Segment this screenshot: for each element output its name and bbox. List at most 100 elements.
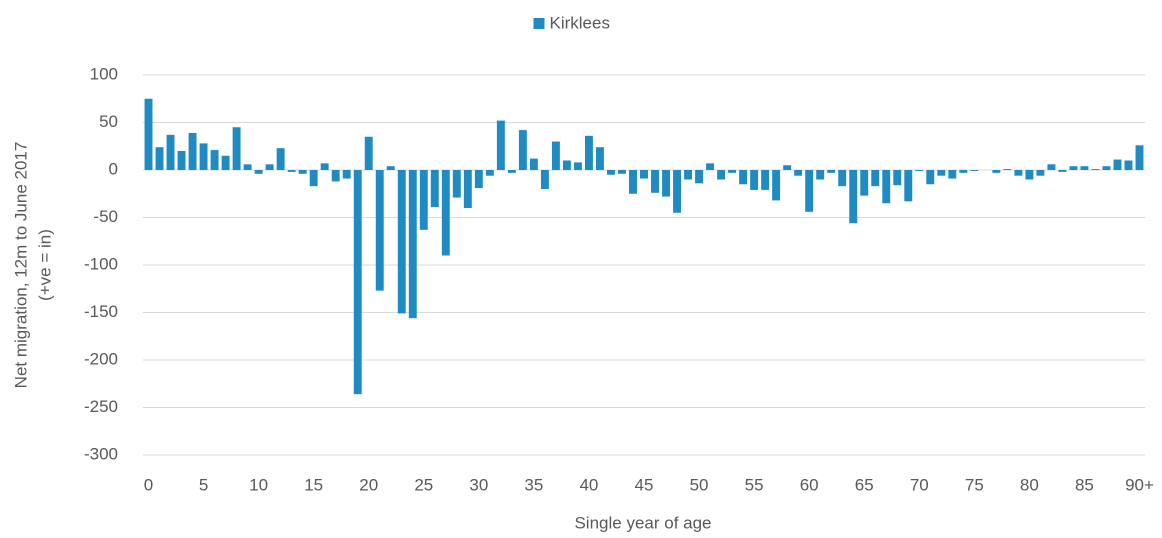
bar	[860, 170, 869, 196]
bar	[706, 163, 715, 170]
bar	[651, 170, 659, 193]
bar	[419, 170, 428, 230]
bar	[618, 170, 626, 174]
bar	[342, 170, 351, 179]
bar	[199, 143, 208, 170]
legend-label: Kirklees	[550, 13, 610, 32]
bar	[662, 170, 670, 197]
x-tick-label: 50	[690, 475, 709, 494]
x-tick-label: 10	[249, 475, 268, 494]
bar	[397, 170, 406, 314]
bar	[871, 170, 880, 187]
bar	[629, 170, 637, 194]
bar	[265, 164, 274, 170]
bar	[717, 170, 726, 180]
bar	[948, 170, 957, 179]
bar	[298, 170, 307, 174]
x-tick-label: 80	[1020, 475, 1039, 494]
x-tick-label: 40	[579, 475, 598, 494]
y-tick-label: -150	[84, 302, 118, 321]
bar	[518, 130, 527, 170]
bar	[1080, 166, 1089, 170]
bar	[144, 98, 153, 170]
bar	[739, 170, 748, 185]
bar	[551, 141, 560, 170]
x-tick-label: 65	[855, 475, 874, 494]
x-tick-label: 85	[1075, 475, 1094, 494]
y-tick-label: 0	[109, 159, 118, 178]
bar	[838, 170, 847, 187]
bar	[882, 170, 891, 204]
x-tick-label: 55	[745, 475, 764, 494]
y-tick-label: 50	[99, 112, 118, 131]
bar	[430, 170, 439, 208]
bar	[1003, 169, 1012, 170]
bar	[232, 127, 241, 170]
bar	[452, 170, 461, 198]
bar	[210, 150, 219, 170]
x-tick-label: 30	[469, 475, 488, 494]
x-tick-label: 20	[359, 475, 378, 494]
bar	[375, 170, 384, 291]
x-tick-label: 45	[635, 475, 654, 494]
y-tick-label: -50	[93, 207, 118, 226]
bar	[507, 170, 516, 173]
bar	[783, 165, 792, 170]
x-tick-label: 5	[199, 475, 208, 494]
bar	[166, 134, 175, 170]
bar	[816, 170, 825, 180]
bar	[177, 151, 186, 170]
bar	[1135, 145, 1144, 170]
bar	[761, 170, 770, 190]
bar	[1058, 170, 1067, 172]
bar	[331, 170, 340, 182]
y-axis-title: Net migration, 12m to June 2017	[11, 142, 30, 389]
bar	[1124, 160, 1133, 170]
bar	[607, 170, 615, 175]
x-tick-label: 60	[800, 475, 819, 494]
bar	[188, 132, 197, 170]
y-tick-label: -200	[84, 349, 118, 368]
x-tick-label: 75	[965, 475, 984, 494]
bar	[1014, 170, 1023, 176]
y-tick-label: -250	[84, 397, 118, 416]
x-tick-label: 25	[414, 475, 433, 494]
bar	[794, 170, 803, 176]
bar	[562, 160, 571, 170]
bar	[353, 170, 362, 395]
bar	[827, 170, 836, 173]
bar	[320, 163, 329, 170]
bar	[408, 170, 417, 319]
bar	[937, 170, 946, 176]
x-axis-title: Single year of age	[574, 513, 711, 532]
bar	[1113, 159, 1122, 170]
bar	[728, 170, 737, 173]
x-tick-label: 0	[144, 475, 153, 494]
bar	[926, 170, 935, 185]
bar	[640, 170, 648, 179]
x-tick-label: 70	[910, 475, 929, 494]
bar	[364, 136, 373, 170]
bar	[893, 170, 902, 186]
x-tick-label: 35	[524, 475, 543, 494]
bar	[529, 158, 538, 170]
y-tick-label: 100	[90, 64, 118, 83]
bar	[772, 170, 781, 201]
bar	[441, 170, 450, 256]
legend-swatch	[533, 18, 545, 29]
bar	[684, 170, 693, 180]
x-tick-label: 15	[304, 475, 323, 494]
bar	[254, 170, 263, 174]
bar	[540, 170, 549, 189]
bar	[1102, 166, 1111, 170]
bar	[695, 170, 704, 184]
bar	[155, 147, 164, 170]
bar	[1091, 169, 1100, 170]
bar	[474, 170, 483, 189]
bar	[959, 170, 968, 173]
bar	[673, 170, 681, 213]
bar	[496, 120, 505, 170]
bar	[849, 170, 858, 224]
bar	[595, 147, 604, 170]
bar	[287, 170, 296, 172]
